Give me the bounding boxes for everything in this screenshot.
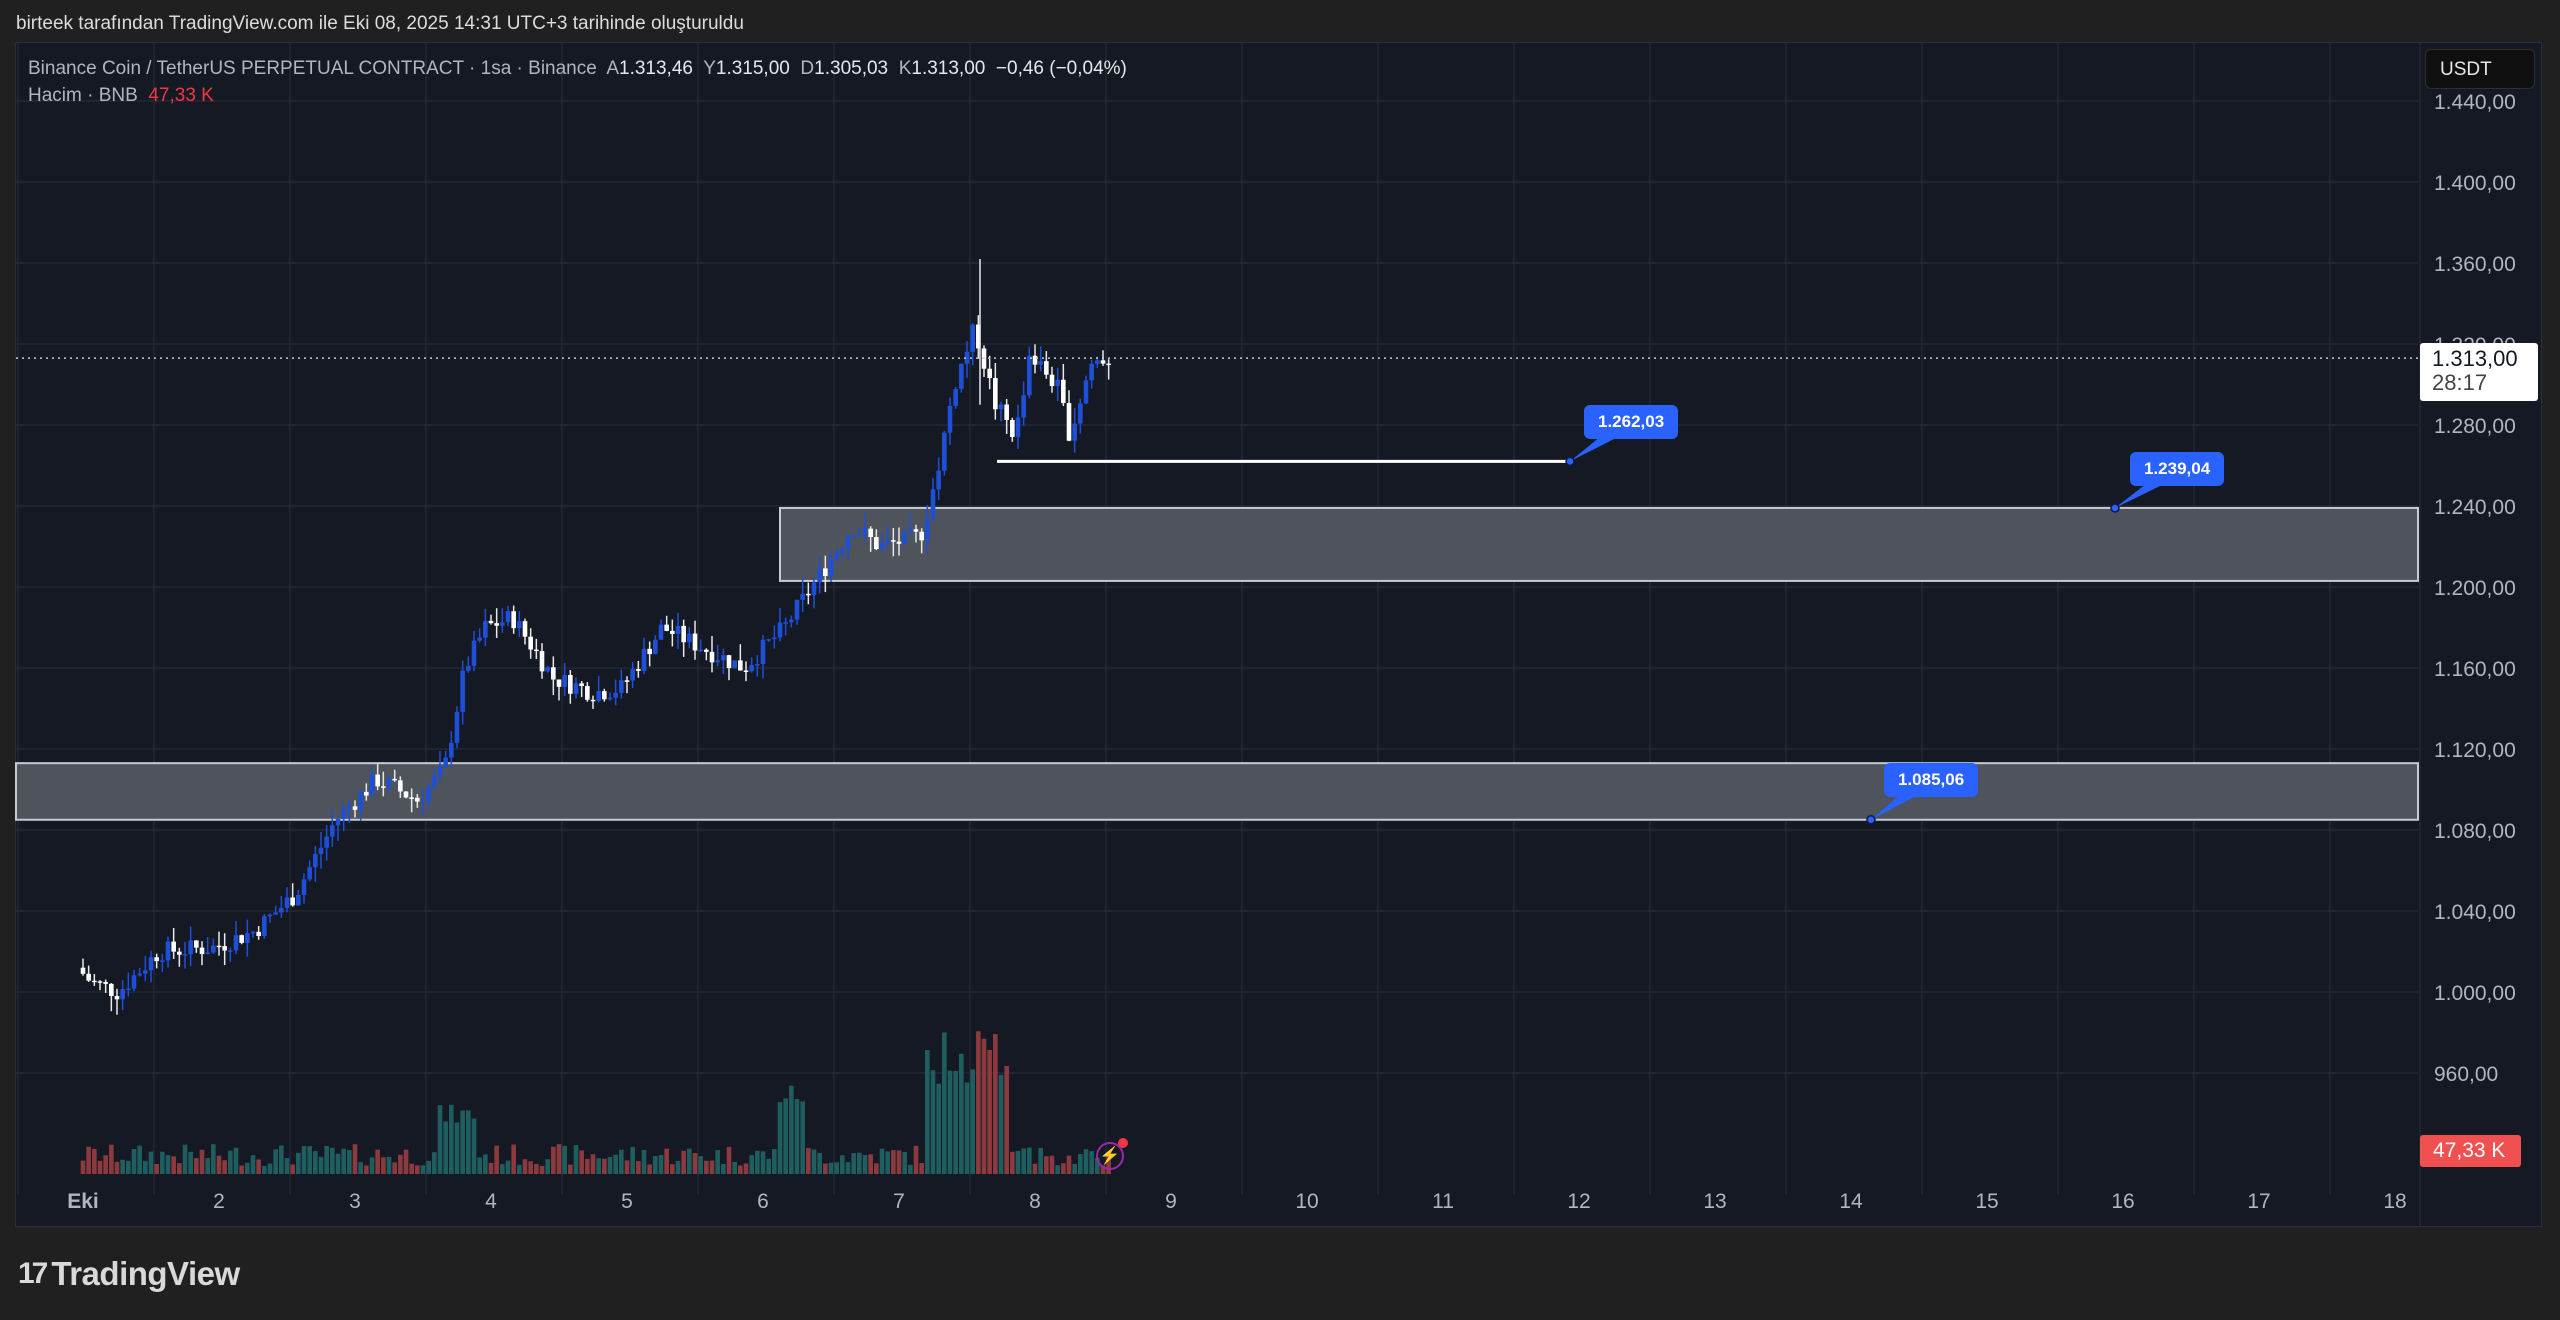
last-price-label: 1.313,00 28:17: [2420, 343, 2538, 401]
last-price: 1.313,00: [2432, 346, 2518, 371]
time-tick: 7: [893, 1190, 905, 1213]
logo-text: TradingView: [51, 1255, 240, 1292]
lower-zone[interactable]: [15, 762, 2419, 821]
price-axis[interactable]: 1.440,001.400,001.360,001.320,001.280,00…: [2434, 91, 2516, 1086]
time-tick: 9: [1165, 1190, 1177, 1213]
currency-button[interactable]: USDT: [2425, 49, 2535, 89]
close-value: 1.313,00: [911, 58, 986, 79]
time-tick: 11: [1432, 1190, 1454, 1213]
time-tick: 6: [757, 1190, 769, 1213]
price-tick: 1.440,00: [2434, 91, 2516, 114]
low-label: D: [800, 58, 815, 79]
lightning-icon[interactable]: ⚡: [1096, 1138, 1128, 1170]
tradingview-logo: 17 TradingView: [18, 1255, 240, 1293]
time-tick: 5: [621, 1190, 633, 1213]
time-tick: 18: [2383, 1190, 2406, 1213]
low-value: 1.305,03: [814, 58, 889, 79]
open-value: 1.313,46: [619, 58, 693, 79]
time-tick: 8: [1029, 1190, 1041, 1213]
time-axis[interactable]: Eki 2 3 4 5 6 7 8 9 10 11 12 13 14 15 16 17 18: [67, 1190, 2406, 1213]
chart-legend: Binance Coin / TetherUS PERPETUAL CONTRA…: [28, 55, 1127, 109]
volume-bars: [80, 1031, 1111, 1174]
time-tick: 3: [349, 1190, 361, 1213]
price-callout-1[interactable]: 1.262,03: [1584, 405, 1679, 439]
change-value: −0,46 (−0,04%): [995, 58, 1127, 79]
grid: [16, 43, 2421, 1228]
time-tick: 10: [1295, 1190, 1318, 1213]
anchor-point-icon[interactable]: [1565, 456, 1575, 467]
price-tick: 1.280,00: [2434, 415, 2516, 438]
time-tick: 15: [1975, 1190, 1998, 1213]
price-tick: 1.400,00: [2434, 172, 2516, 195]
bar-countdown: 28:17: [2432, 370, 2488, 395]
price-tick: 1.080,00: [2434, 820, 2516, 843]
tv-logo-icon: 17: [18, 1257, 48, 1290]
volume-price-tag: 47,33 K: [2420, 1135, 2521, 1167]
zones[interactable]: [15, 506, 2419, 821]
time-tick: 12: [1567, 1190, 1590, 1213]
close-label: K: [898, 58, 912, 79]
time-tick: Eki: [67, 1190, 99, 1213]
high-value: 1.315,00: [715, 58, 790, 79]
anchor-point-icon[interactable]: [2110, 503, 2120, 513]
callout-pointer: [1871, 795, 1918, 820]
time-tick: 13: [1703, 1190, 1726, 1213]
price-tick: 1.240,00: [2434, 496, 2516, 519]
price-tick: 1.040,00: [2434, 901, 2516, 924]
price-callout-2[interactable]: 1.239,04: [2130, 452, 2225, 486]
volume-row: Hacim · BNB 47,33 K: [28, 82, 1127, 109]
time-tick: 4: [485, 1190, 497, 1213]
time-tick: 2: [213, 1190, 225, 1213]
time-tick: 14: [1839, 1190, 1863, 1213]
high-label: Y: [703, 58, 716, 79]
price-tick: 1.160,00: [2434, 658, 2516, 681]
callout-pointer: [1570, 437, 1618, 462]
price-tick: 1.200,00: [2434, 577, 2516, 600]
open-label: A: [606, 58, 620, 79]
price-tick: 960,00: [2434, 1063, 2498, 1086]
anchor-point-icon[interactable]: [1866, 815, 1876, 825]
symbol-name[interactable]: Binance Coin / TetherUS PERPETUAL CONTRA…: [28, 58, 597, 79]
upper-zone[interactable]: [779, 506, 2419, 582]
volume-value: 47,33 K: [148, 85, 214, 106]
price-tick: 1.120,00: [2434, 739, 2516, 762]
price-callout-3[interactable]: 1.085,06: [1884, 763, 1979, 797]
callout-pointer: [2115, 484, 2164, 508]
chart-pane[interactable]: [15, 42, 2542, 1227]
time-tick: 17: [2247, 1190, 2270, 1213]
notification-dot: [1118, 1138, 1128, 1148]
chart-caption: birteek tarafından TradingView.com ile E…: [16, 13, 744, 34]
volume-label[interactable]: Hacim · BNB: [28, 85, 138, 106]
price-tick: 1.000,00: [2434, 982, 2516, 1005]
time-tick: 16: [2111, 1190, 2134, 1213]
ohlc-row: Binance Coin / TetherUS PERPETUAL CONTRA…: [28, 55, 1127, 82]
candles: [80, 258, 1111, 1015]
price-tick: 1.360,00: [2434, 253, 2516, 276]
